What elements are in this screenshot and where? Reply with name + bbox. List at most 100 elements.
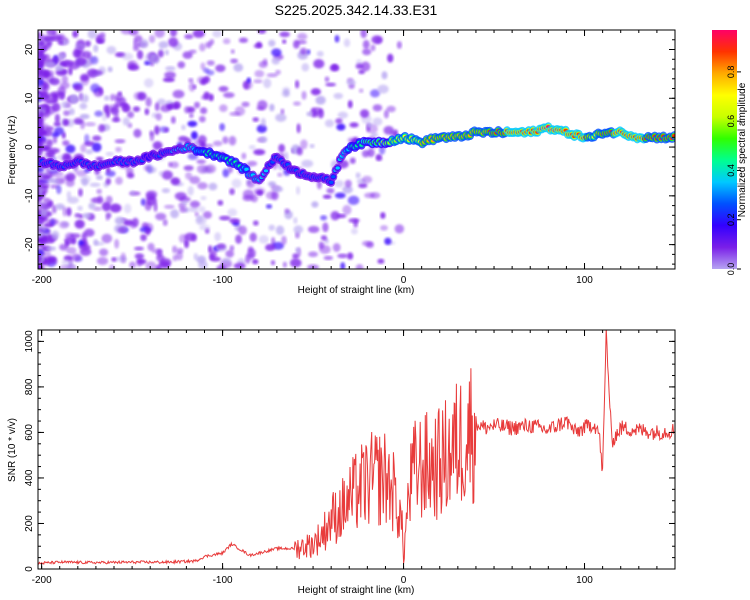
heatmap-cell (313, 58, 325, 69)
heatmap-cell (199, 224, 211, 231)
heatmap-cell (40, 93, 50, 102)
heatmap-cell (74, 43, 86, 50)
heatmap-cell (92, 196, 105, 204)
heatmap-cell (56, 184, 62, 195)
heatmap-cell (155, 112, 162, 121)
heatmap-cell (212, 140, 223, 147)
heatmap-cell (318, 241, 325, 250)
heatmap-cell (196, 159, 207, 164)
heatmap-cell (45, 246, 57, 251)
heatmap-cell (202, 211, 212, 219)
heatmap-cell (241, 152, 247, 160)
heatmap-cell (374, 37, 383, 45)
heatmap-cell (259, 136, 268, 143)
snr-ytick-label: 0 (24, 566, 35, 572)
heatmap-cell (101, 201, 112, 212)
heatmap-cell (127, 64, 140, 71)
heatmap-cell (199, 43, 206, 52)
heatmap-cell (269, 103, 275, 112)
heatmap-cell (222, 257, 231, 264)
heatmap-cell (381, 71, 388, 80)
heatmap-cell (252, 117, 259, 122)
heatmap-cell (72, 30, 79, 38)
heatmap-cell (358, 182, 368, 189)
heatmap-cell (71, 236, 77, 245)
snr-frame (37, 329, 676, 570)
heatmap-cell (162, 219, 168, 227)
heatmap-cell (242, 189, 254, 199)
heatmap-cell (263, 169, 269, 173)
heatmap-cell (265, 243, 276, 252)
heatmap-cell (132, 44, 140, 51)
heatmap-cell (101, 233, 113, 244)
heatmap-cell (129, 261, 137, 269)
heatmap-cell (324, 119, 335, 128)
heatmap-cell (320, 215, 328, 221)
heatmap-cell (79, 175, 92, 184)
heatmap-cell (79, 113, 90, 120)
heatmap-cell (185, 171, 193, 180)
heatmap-cell (322, 194, 332, 199)
heatmap-cell (229, 218, 241, 224)
heatmap-cell (349, 122, 359, 128)
heatmap-cell (170, 161, 179, 169)
heatmap-cell (322, 222, 329, 233)
heatmap-cell (227, 208, 238, 217)
heatmap-cell (110, 93, 116, 102)
heatmap-cell (134, 253, 145, 260)
heatmap-cell (102, 111, 107, 122)
heatmap-cell (294, 79, 300, 89)
heatmap-cell (279, 31, 290, 38)
heatmap-cell (257, 30, 267, 34)
heatmap-cell (165, 66, 176, 71)
snr-series-line (38, 330, 675, 565)
heatmap-cell (178, 135, 188, 142)
heatmap-cell (235, 234, 242, 244)
heatmap-cell (200, 195, 207, 201)
heatmap-cell (162, 77, 175, 83)
heatmap-cell (311, 201, 319, 208)
heatmap-cell (260, 117, 266, 128)
heatmap-cell (208, 93, 214, 102)
heatmap-cell (233, 262, 246, 269)
heatmap-cell (38, 187, 43, 197)
colorbar-tick-label: 0.8 (726, 66, 736, 79)
heatmap-cell (62, 140, 70, 146)
heatmap-cell (189, 112, 194, 119)
heatmap-cell (256, 106, 265, 111)
heatmap-cell (65, 144, 76, 154)
heatmap-cell (384, 237, 392, 245)
heatmap-cell (337, 253, 348, 259)
snr-xtick-label: -100 (213, 575, 233, 586)
heatmap-cell (275, 225, 285, 235)
heatmap-cell (394, 224, 405, 234)
heatmap-cell (145, 261, 157, 269)
heatmap-cell (103, 95, 110, 101)
heatmap-cell (312, 107, 323, 115)
heatmap-cell (84, 228, 95, 237)
heatmap-cell (249, 232, 257, 242)
heatmap-cell (38, 197, 41, 203)
heatmap-cell (320, 235, 328, 241)
heatmap-cell (359, 109, 370, 118)
heatmap-cell (217, 200, 224, 206)
heatmap-cell (163, 204, 175, 209)
heatmap-cell (39, 209, 48, 217)
heatmap-cell (127, 111, 135, 119)
heatmap-cell (79, 244, 91, 251)
heatmap-cell (84, 133, 90, 144)
snr-ytick-label: 1000 (24, 330, 35, 353)
heatmap-cell (90, 56, 99, 65)
heatmap-cell (169, 30, 178, 37)
heatmap-cell (183, 165, 194, 171)
heatmap-cell (57, 92, 65, 100)
heatmap-cell (361, 175, 373, 184)
heatmap-cell (346, 79, 356, 85)
heatmap-cell (126, 172, 135, 179)
heatmap-cell (58, 53, 66, 60)
heatmap-cell (38, 68, 43, 75)
heatmap-cell (295, 247, 301, 253)
